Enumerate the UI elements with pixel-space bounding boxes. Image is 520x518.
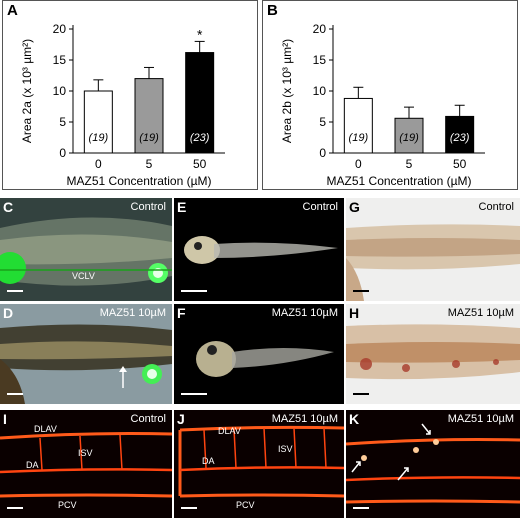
significance-marker: * — [197, 26, 203, 42]
scale-bar-h — [353, 393, 369, 395]
photo-c-image — [0, 198, 172, 301]
x-tick-label: 5 — [146, 157, 153, 171]
x-tick-label: 50 — [453, 157, 467, 171]
panel-label-c: C — [3, 199, 14, 215]
photo-h-image — [346, 324, 520, 380]
annotation-vclv: VCLV — [72, 271, 95, 281]
y-tick-label: 15 — [53, 53, 67, 67]
scale-bar-e — [181, 290, 207, 292]
panel-title-c: Control — [130, 201, 166, 213]
chart-panel-a: A 0 5 10 15 20 Area 2a (x 10³ µm²) (19) 0 (19) 5 (… — [2, 0, 258, 190]
photo-panel-f: F MAZ51 10µM — [174, 304, 344, 404]
photo-panel-e: E Control — [174, 198, 344, 301]
photo-panel-j: J MAZ51 10µM DLAV DA ISV PCV — [174, 410, 344, 518]
panel-label-i: I — [3, 411, 7, 427]
bar-chart-a: 0 5 10 15 20 Area 2a (x 10³ µm²) (19) 0 (19) 5 (23… — [20, 22, 225, 188]
panel-label-k: K — [349, 411, 360, 427]
sample-size-label: (19) — [349, 132, 369, 144]
panel-label-g: G — [349, 199, 360, 215]
scale-bar-i — [7, 507, 23, 509]
scale-bar-c — [7, 290, 23, 292]
scale-bar-f — [181, 393, 207, 395]
sample-size-label: (23) — [190, 132, 210, 144]
y-tick-label: 5 — [319, 115, 326, 129]
panel-title-j: MAZ51 10µM — [271, 413, 338, 425]
y-tick-label: 15 — [313, 53, 327, 67]
annotation-da-j: DA — [202, 456, 215, 466]
sample-size-label: (19) — [399, 132, 419, 144]
y-axis-label: Area 2b (x 10³ µm²) — [280, 39, 294, 143]
y-tick-label: 5 — [59, 115, 66, 129]
y-tick-label: 20 — [313, 22, 327, 36]
y-tick-label: 10 — [313, 84, 327, 98]
panel-title-f: MAZ51 10µM — [271, 307, 338, 319]
panel-label-j: J — [177, 411, 185, 427]
x-tick-label: 50 — [193, 157, 207, 171]
panel-label-b: B — [267, 2, 278, 19]
x-axis-label: MAZ51 Concentration (µM) — [327, 174, 472, 188]
panel-title-k: MAZ51 10µM — [447, 413, 514, 425]
y-tick-label: 20 — [53, 22, 67, 36]
bar — [343, 97, 373, 154]
scale-bar-j — [181, 507, 197, 509]
annotation-pcv-j: PCV — [236, 500, 255, 510]
panel-label-a: A — [7, 2, 18, 19]
photo-panel-h: H MAZ51 10µM — [346, 304, 520, 404]
scale-bar-k — [353, 507, 369, 509]
panel-title-h: MAZ51 10µM — [447, 307, 514, 319]
annotation-isv-i: ISV — [78, 448, 93, 458]
chart-panel-b: B 0 5 10 15 20 Area 2b (x 10³ µm²) (19) 0 (19) 5 (… — [262, 0, 518, 190]
bar — [185, 52, 215, 154]
x-tick-label: 0 — [355, 157, 362, 171]
sample-size-label: (19) — [89, 132, 109, 144]
annotation-da-i: DA — [26, 460, 39, 470]
photo-g-image — [346, 224, 520, 301]
bar — [394, 117, 424, 154]
photo-panel-g: G Control — [346, 198, 520, 301]
photo-d-image — [0, 304, 172, 404]
annotation-isv-j: ISV — [278, 444, 293, 454]
photo-f-image — [196, 341, 334, 377]
photo-i-image — [0, 432, 172, 498]
y-tick-label: 0 — [319, 146, 326, 160]
y-axis-label: Area 2a (x 10³ µm²) — [20, 39, 34, 143]
photo-j-image — [178, 425, 344, 498]
annotation-dlav-j: DLAV — [218, 426, 241, 436]
scale-bar-d — [7, 393, 23, 395]
photo-e-image — [184, 236, 338, 264]
panel-label-h: H — [349, 305, 360, 321]
scale-bar-g — [353, 290, 369, 292]
photo-panel-c: C Control VCLV — [0, 198, 172, 301]
photo-panel-d: D MAZ51 10µM — [0, 304, 172, 404]
panel-title-d: MAZ51 10µM — [99, 307, 166, 319]
annotation-dlav-i: DLAV — [34, 424, 57, 434]
panel-label-f: F — [177, 305, 186, 321]
panel-title-g: Control — [478, 201, 514, 213]
x-axis-label: MAZ51 Concentration (µM) — [67, 174, 212, 188]
panel-label-d: D — [3, 305, 14, 321]
y-tick-label: 0 — [59, 146, 66, 160]
photo-panel-i: I Control DLAV DA ISV PCV — [0, 410, 172, 518]
sample-size-label: (23) — [450, 132, 470, 144]
annotation-pcv-i: PCV — [58, 500, 77, 510]
x-tick-label: 0 — [95, 157, 102, 171]
panel-title-i: Control — [130, 413, 166, 425]
x-tick-label: 5 — [406, 157, 413, 171]
y-tick-label: 10 — [53, 84, 67, 98]
panel-label-e: E — [177, 199, 187, 215]
sample-size-label: (19) — [139, 132, 159, 144]
panel-title-e: Control — [302, 201, 338, 213]
bar-chart-b: 0 5 10 15 20 Area 2b (x 10³ µm²) (19) 0 (19) 5 (23… — [280, 22, 485, 188]
photo-panel-k: K MAZ51 10µM — [346, 410, 520, 518]
photo-k-image — [346, 423, 520, 504]
